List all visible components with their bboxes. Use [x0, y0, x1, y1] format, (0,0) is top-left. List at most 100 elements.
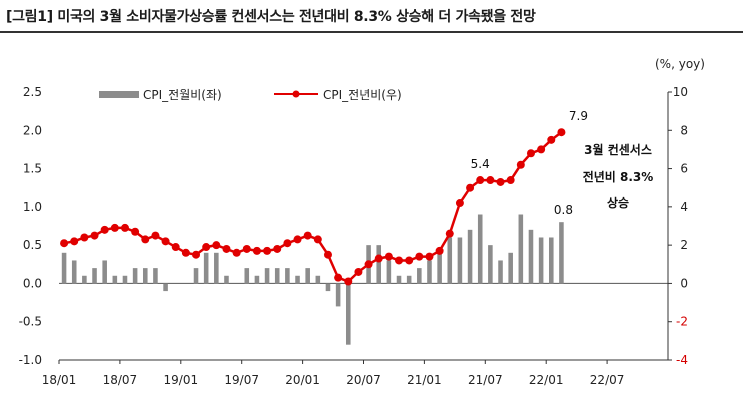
right-tick-label: 10 — [673, 85, 688, 99]
line-point — [344, 277, 353, 286]
bar — [214, 252, 219, 284]
bar — [224, 275, 229, 284]
line-point — [141, 235, 150, 244]
line-point — [547, 135, 556, 144]
line-point — [395, 256, 404, 265]
right-tick-label: 0 — [680, 276, 688, 290]
left-tick-label: -0.5 — [19, 315, 42, 329]
bar-series — [61, 214, 564, 345]
line-point — [222, 244, 231, 253]
x-tick-label: 22/01 — [529, 373, 564, 387]
annotation-line-1: 3월 컨센서스 — [584, 142, 652, 157]
bar — [82, 275, 87, 284]
line-point — [273, 244, 282, 253]
bar — [437, 252, 442, 284]
left-tick-label: 0.5 — [23, 238, 42, 252]
line-point — [202, 243, 211, 252]
legend-bar-label: CPI_전월비(좌) — [143, 88, 222, 102]
bar — [264, 268, 270, 284]
line-point — [455, 199, 464, 208]
line-point — [323, 250, 332, 259]
line-point — [60, 239, 69, 248]
line-point — [466, 183, 475, 192]
line-point — [242, 244, 251, 253]
x-tick-label: 18/07 — [103, 373, 138, 387]
x-tick-label: 20/07 — [346, 373, 381, 387]
line-point — [374, 254, 383, 263]
line-point — [384, 252, 393, 261]
line-point — [171, 243, 180, 252]
bar — [559, 222, 564, 284]
right-tick-label: 2 — [680, 238, 688, 252]
right-tick-label: 6 — [680, 162, 688, 176]
unit-label: (%, yoy) — [655, 57, 705, 71]
left-tick-label: 1.0 — [23, 200, 42, 214]
line-point — [283, 239, 292, 248]
bar — [305, 268, 310, 284]
line-point — [313, 235, 322, 244]
bar — [254, 275, 260, 284]
bar — [325, 283, 331, 292]
line-point — [181, 248, 190, 257]
consensus-annotation: 3월 컨센서스 전년비 8.3% 상승 — [583, 142, 654, 210]
line-point — [435, 246, 444, 255]
bar — [71, 260, 77, 284]
legend-line-label: CPI_전년비(우) — [323, 88, 402, 102]
bar — [203, 252, 209, 284]
bar — [427, 260, 432, 284]
right-tick-label: -2 — [676, 315, 688, 329]
line-point — [110, 223, 119, 232]
bar — [396, 275, 402, 284]
left-tick-label: 1.5 — [23, 162, 42, 176]
bar — [274, 268, 280, 284]
line-point — [303, 231, 312, 240]
line-point — [90, 231, 99, 240]
bar — [548, 237, 554, 284]
bar — [102, 260, 107, 284]
bar — [417, 268, 422, 284]
bar — [376, 245, 382, 284]
line-series — [60, 128, 566, 286]
line-point — [263, 246, 272, 255]
x-tick-label: 21/01 — [407, 373, 442, 387]
line-point — [212, 241, 221, 250]
bar — [508, 252, 513, 284]
bar — [295, 275, 300, 284]
line-point — [364, 260, 373, 269]
right-tick-label: -4 — [676, 353, 688, 367]
bar — [477, 214, 483, 284]
data-label: 5.4 — [471, 157, 490, 171]
left-tick-label: 2.0 — [23, 123, 42, 137]
line-point — [557, 128, 566, 137]
bar — [345, 283, 351, 345]
line-path — [63, 131, 563, 283]
bar — [163, 283, 168, 292]
line-point — [354, 267, 363, 276]
line-point — [293, 235, 302, 244]
legend-line-marker — [292, 90, 300, 98]
line-point — [415, 252, 424, 261]
bar — [488, 245, 493, 284]
bar — [153, 268, 158, 284]
line-point — [252, 246, 261, 255]
line-point — [70, 237, 79, 246]
left-tick-label: -1.0 — [19, 353, 42, 367]
data-label: 0.8 — [554, 203, 573, 217]
bar — [132, 268, 138, 284]
line-point — [537, 145, 546, 154]
bar — [386, 260, 392, 284]
figure-title: [그림1] 미국의 3월 소비자물가상승률 컨센서스는 전년대비 8.3% 상승… — [6, 9, 536, 25]
bar — [467, 229, 473, 284]
line-point — [506, 176, 515, 185]
line-point — [516, 160, 525, 169]
left-tick-label: 2.5 — [23, 85, 42, 99]
bar — [518, 214, 524, 284]
line-point — [131, 227, 140, 236]
bar — [315, 275, 321, 284]
bar — [447, 237, 453, 284]
bar — [528, 229, 534, 284]
annotation-line-2: 전년비 8.3% — [583, 169, 654, 184]
bar — [498, 260, 503, 284]
line-point — [445, 229, 454, 238]
